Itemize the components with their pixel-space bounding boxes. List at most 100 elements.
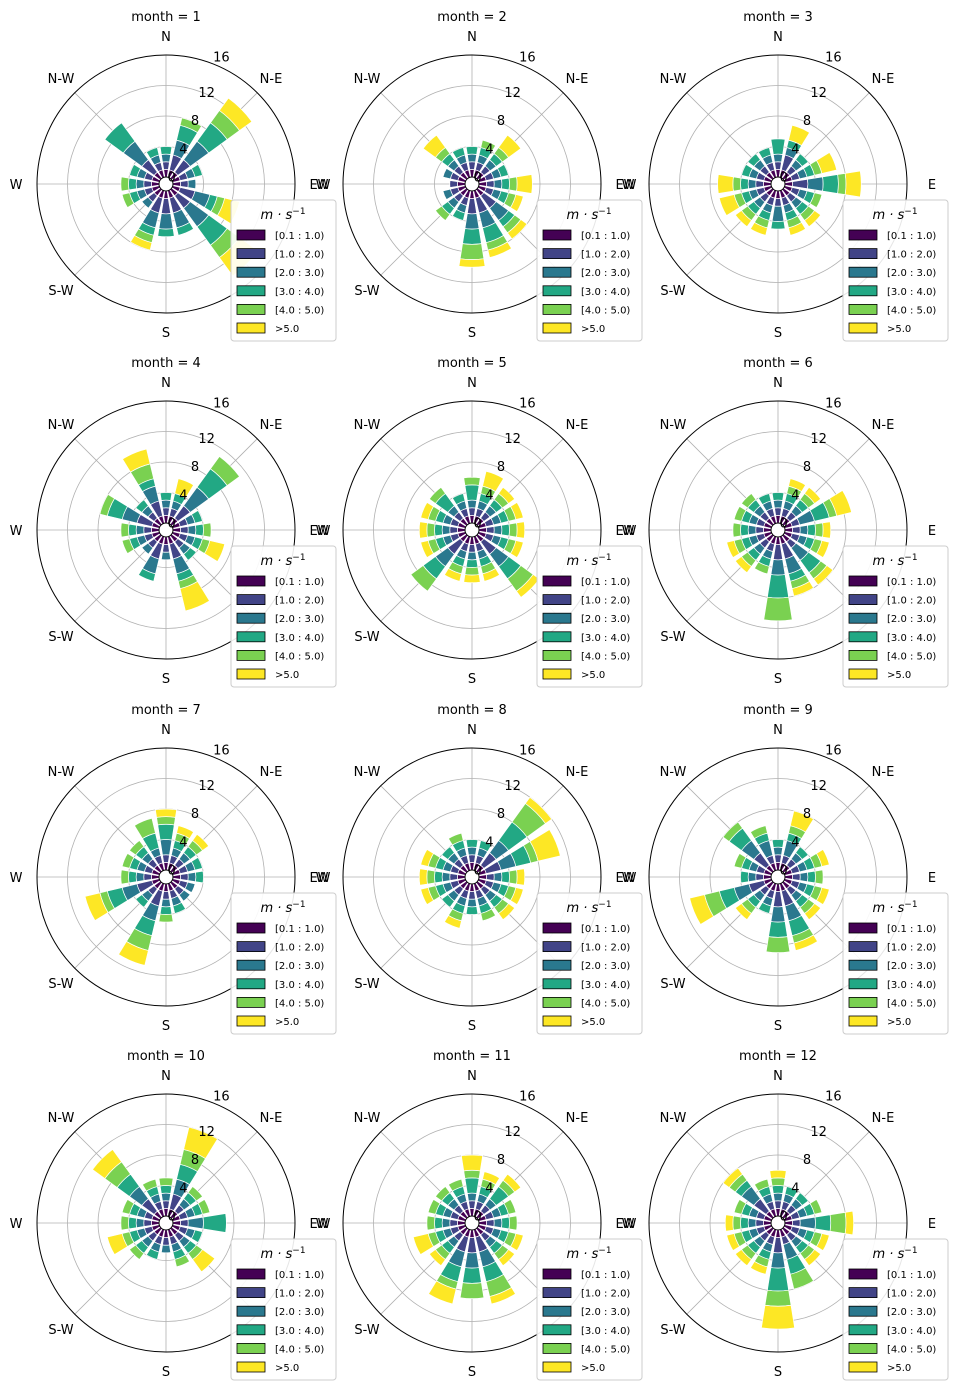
radial-tick-label: 12 — [504, 779, 521, 794]
outer-frame — [36, 747, 296, 1007]
legend-swatch — [848, 1324, 878, 1336]
bar-SW-bin3 — [135, 894, 149, 908]
bar-E-bin4 — [829, 1211, 847, 1235]
legend-swatch — [542, 1287, 572, 1298]
direction-label-nw: N-W — [660, 765, 687, 780]
bar-WSW-bin5 — [420, 540, 435, 559]
bar-W-bin2 — [135, 871, 145, 883]
bar-ESE-bin4 — [809, 192, 823, 209]
radial-gridcircle — [373, 85, 571, 283]
center-hole — [770, 522, 786, 538]
bar-WNW-bin3 — [129, 163, 142, 178]
bar-ESE-bin3 — [190, 1229, 203, 1244]
legend-label: [3.0 : 4.0) — [275, 287, 324, 298]
legend-label: [4.0 : 5.0) — [581, 998, 630, 1009]
direction-label-sw: S-W — [48, 284, 73, 299]
legend-label: [2.0 : 3.0) — [887, 961, 936, 972]
bar-W-bin1 — [143, 180, 152, 188]
bar-SW-bin5 — [734, 903, 752, 921]
bar-ENE-bin5 — [815, 151, 838, 174]
panel-title: month = 1 — [131, 10, 201, 25]
direction-label-s: S — [468, 1019, 476, 1034]
legend-label: >5.0 — [581, 324, 605, 335]
radial-tick-label: 8 — [191, 1153, 199, 1168]
legend-label: [0.1 : 1.0) — [581, 924, 630, 935]
legend-swatch — [236, 1268, 266, 1280]
bar-S-bin2 — [770, 906, 786, 923]
legend-label: [2.0 : 3.0) — [887, 614, 936, 625]
legend-swatch — [236, 266, 266, 278]
bar-W-bin4 — [732, 176, 742, 192]
legend-swatch — [542, 612, 572, 624]
legend-label: >5.0 — [581, 1017, 605, 1028]
bar-NE-bin3 — [795, 846, 809, 860]
legend-label: [4.0 : 5.0) — [275, 998, 324, 1009]
bar-WNW-bin3 — [741, 163, 754, 178]
direction-label-nw: N-W — [660, 418, 687, 433]
bar-S-bin3 — [465, 906, 479, 915]
bar-W-bin2 — [747, 1217, 757, 1229]
bar-NNW-bin4 — [141, 1178, 158, 1192]
bar-NE-bin5 — [804, 486, 822, 504]
direction-label-sw: S-W — [48, 977, 73, 992]
bar-SSE-bin5 — [791, 580, 815, 597]
bar-SE-bin5 — [804, 210, 822, 228]
bar-SSE-bin4 — [789, 1267, 815, 1290]
bar-S-bin2 — [464, 1252, 480, 1269]
bar-NW-bin4 — [722, 821, 743, 842]
legend-label: [2.0 : 3.0) — [887, 1307, 936, 1318]
radial-tick-label: 4 — [179, 142, 187, 157]
bar-WNW-bin2 — [442, 167, 454, 180]
bar-W-bin3 — [434, 523, 443, 537]
bar-NNW-bin3 — [757, 493, 772, 506]
bar-E-bin1 — [486, 873, 495, 881]
legend-swatch — [542, 303, 572, 315]
radial-tick-label: 4 — [791, 1181, 799, 1196]
bar-S-bin3 — [770, 220, 786, 230]
bar-W-bin1 — [755, 1219, 764, 1227]
outer-frame — [36, 1093, 296, 1353]
bar-N-bin2 — [160, 153, 172, 163]
outer-frame — [648, 1093, 908, 1353]
bar-N-bin2 — [772, 846, 784, 856]
bar-W-bin5 — [724, 1214, 734, 1232]
legend-title-exponent: −1 — [598, 900, 611, 910]
bar-E-bin1 — [180, 1219, 189, 1227]
legend-swatch — [848, 285, 878, 297]
bar-W-bin5 — [418, 868, 428, 886]
bar-E-bin4 — [508, 176, 518, 192]
legend-swatch — [542, 285, 572, 297]
legend-label: [1.0 : 2.0) — [887, 943, 936, 954]
direction-label-w: W — [622, 524, 635, 539]
panel-title: month = 7 — [131, 703, 201, 718]
bar-ENE-bin3 — [190, 856, 203, 871]
direction-label-n: N — [773, 30, 783, 45]
radial-tick-label: 16 — [825, 50, 842, 65]
direction-label-sw: S-W — [354, 630, 379, 645]
bar-N-bin2 — [466, 1192, 478, 1202]
bar-WSW-bin2 — [442, 188, 454, 201]
bar-N-bin3 — [771, 1185, 785, 1194]
bar-SW-bin5 — [734, 556, 752, 574]
bar-WNW-bin4 — [733, 852, 747, 869]
legend: m · s−1[0.1 : 1.0)[1.0 : 2.0)[2.0 : 3.0)… — [230, 892, 337, 1035]
direction-label-e: E — [928, 524, 936, 539]
bar-W-bin2 — [747, 178, 757, 190]
direction-label-n: N — [773, 376, 783, 391]
direction-label-w: W — [10, 524, 23, 539]
bar-N-bin1 — [468, 507, 476, 516]
bar-S-bin1 — [774, 198, 782, 207]
radial-tick-label: 12 — [810, 86, 827, 101]
bar-E-bin4 — [202, 522, 212, 538]
bar-N-bin4 — [463, 476, 481, 486]
bar-E-bin2 — [187, 178, 197, 190]
bar-NNW-bin4 — [749, 825, 768, 840]
bar-SSW-bin3 — [137, 567, 156, 582]
bar-NNW-bin3 — [451, 147, 466, 160]
bar-ESE-bin5 — [509, 1233, 524, 1252]
radial-tick-label: 12 — [810, 779, 827, 794]
direction-label-w: W — [316, 524, 329, 539]
radial-tick-label: 4 — [791, 142, 799, 157]
radial-tick-label: 4 — [179, 488, 187, 503]
